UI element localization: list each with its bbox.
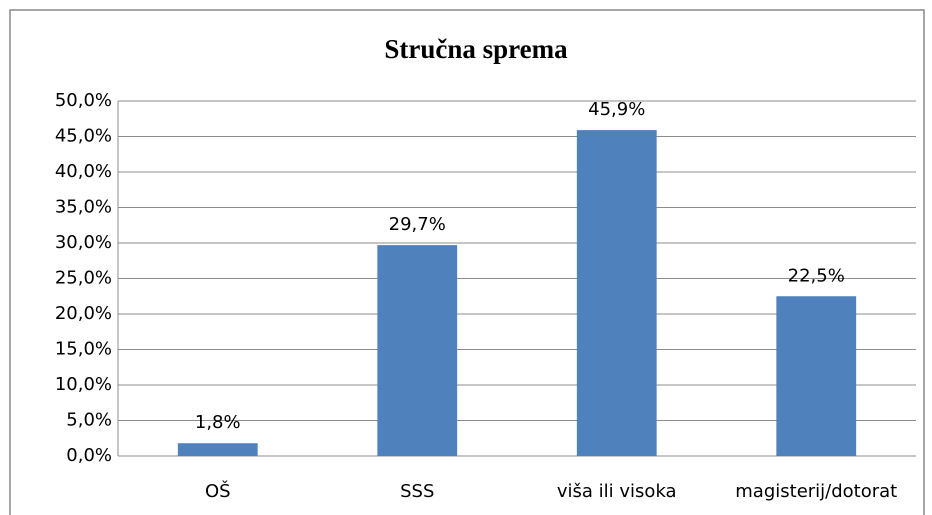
bar bbox=[177, 443, 258, 456]
bar bbox=[576, 130, 657, 457]
x-tick-label: OŠ bbox=[205, 480, 231, 502]
y-tick-label: 5,0% bbox=[66, 410, 112, 431]
y-tick-label: 35,0% bbox=[55, 197, 112, 218]
chart-border bbox=[9, 9, 925, 515]
y-tick-label: 25,0% bbox=[55, 268, 112, 289]
x-tick-label: SSS bbox=[400, 481, 434, 502]
y-tick-label: 40,0% bbox=[55, 161, 112, 182]
data-label: 45,9% bbox=[588, 99, 645, 120]
chart-title: Stručna sprema bbox=[384, 34, 568, 64]
y-tick-label: 45,0% bbox=[55, 126, 112, 147]
x-tick-label: viša ili visoka bbox=[557, 481, 677, 502]
data-label: 1,8% bbox=[195, 412, 241, 433]
bar bbox=[776, 296, 857, 456]
y-tick-label: 15,0% bbox=[55, 339, 112, 360]
y-tick-label: 20,0% bbox=[55, 303, 112, 324]
y-tick-label: 50,0% bbox=[55, 90, 112, 111]
data-label: 29,7% bbox=[389, 214, 446, 235]
data-label: 22,5% bbox=[788, 265, 845, 286]
y-tick-label: 10,0% bbox=[55, 374, 112, 395]
bar bbox=[377, 245, 458, 456]
x-tick-label: magisterij/dotorat bbox=[735, 481, 897, 502]
y-tick-label: 0,0% bbox=[66, 445, 112, 466]
y-tick-label: 30,0% bbox=[55, 232, 112, 253]
